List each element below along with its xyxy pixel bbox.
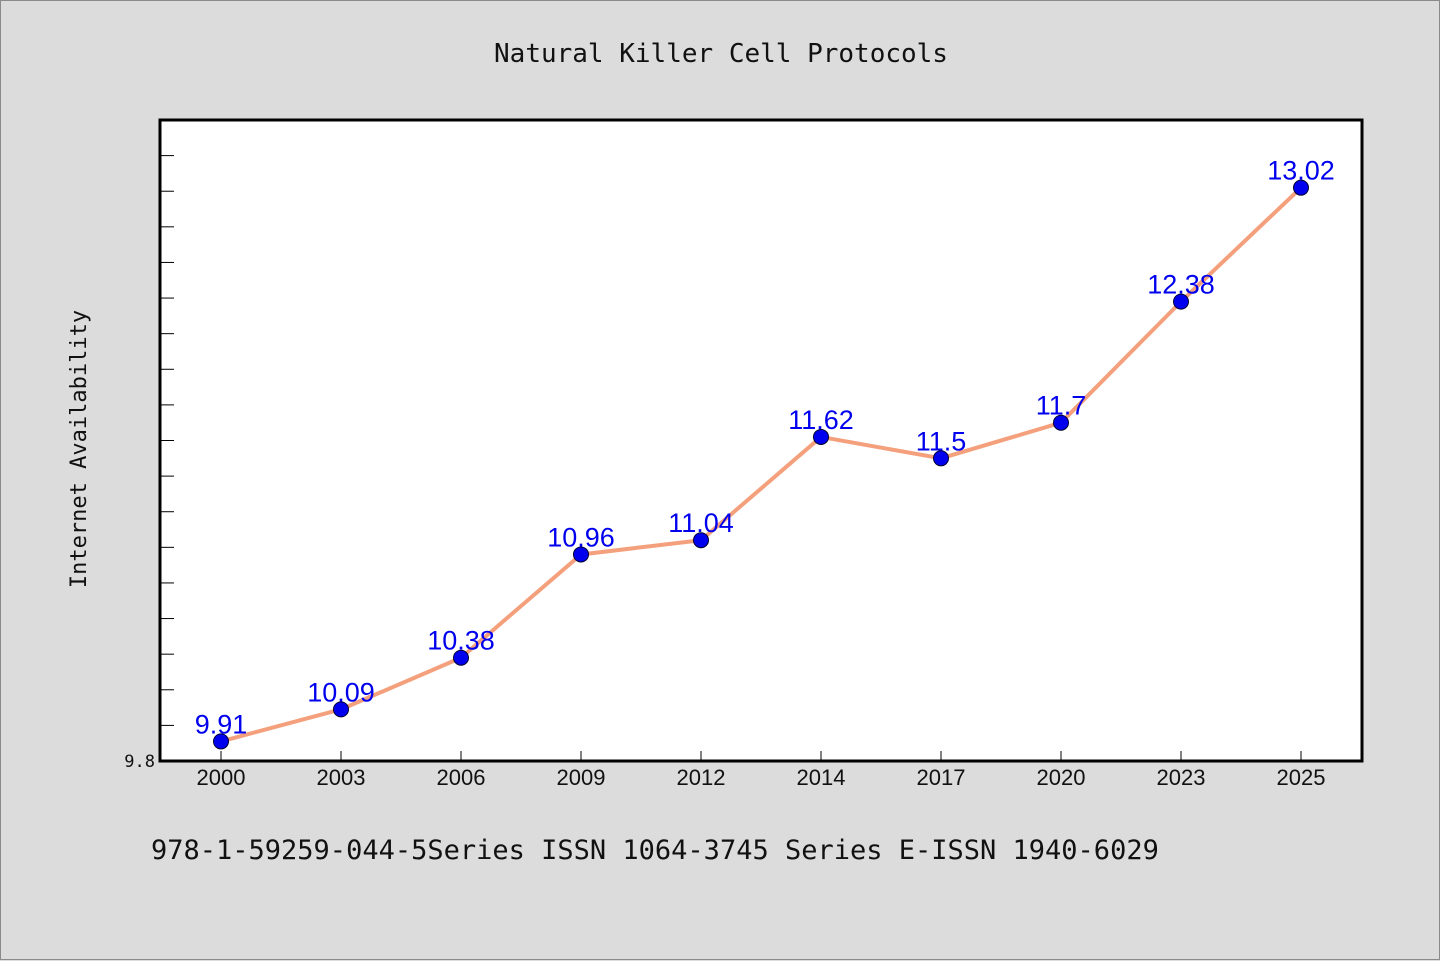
x-tick-label: 2014: [797, 765, 846, 790]
data-label: 12.38: [1147, 270, 1215, 300]
data-label: 10.38: [427, 626, 495, 656]
data-point: [333, 701, 349, 718]
chart-title: Natural Killer Cell Protocols: [494, 39, 948, 69]
data-label: 11.5: [916, 426, 967, 456]
data-point: [453, 649, 469, 666]
x-tick-label: 2017: [917, 765, 966, 790]
data-label: 11.04: [668, 508, 734, 538]
footer-text: 978-1-59259-044-5Series ISSN 1064-3745 S…: [151, 835, 1159, 866]
x-tick-label: 2020: [1037, 765, 1086, 790]
x-axis-ticks: 2000 2003 2006 2009 2012 2014 2017 2020 2023 2025: [197, 751, 1326, 790]
data-point: [1173, 293, 1189, 310]
data-label: 10.09: [307, 677, 375, 707]
data-point: [693, 532, 709, 549]
plot-area: [158, 118, 1364, 763]
data-markers: [213, 179, 1309, 750]
data-label: 11.7: [1036, 391, 1087, 421]
x-tick-label: 2003: [317, 765, 366, 790]
series-line: [220, 186, 1303, 744]
data-label: 9.91: [195, 709, 248, 739]
data-point: [813, 428, 829, 445]
series-line-group: [220, 186, 1303, 744]
y-tick-label: 9.8: [124, 752, 155, 772]
data-point: [573, 546, 589, 563]
data-point: [1053, 414, 1069, 431]
x-tick-label: 2000: [197, 765, 246, 790]
x-tick-label: 2012: [677, 765, 726, 790]
x-tick-label: 2025: [1277, 765, 1326, 790]
data-label: 10.96: [547, 522, 615, 552]
x-tick-label: 2023: [1157, 765, 1206, 790]
data-point: [213, 733, 229, 750]
data-point: [933, 450, 949, 467]
data-label: 11.62: [788, 405, 854, 435]
y-minor-ticks: [160, 155, 174, 726]
data-labels: 9.91 10.09 10.38 10.96 11.04 11.62 11.5 11.7 12.…: [195, 156, 1335, 740]
data-label: 13.02: [1267, 156, 1335, 186]
x-tick-label: 2009: [557, 765, 606, 790]
data-point: [1293, 179, 1309, 196]
y-axis-label: Internet Availability: [67, 310, 92, 588]
x-tick-label: 2006: [437, 765, 486, 790]
